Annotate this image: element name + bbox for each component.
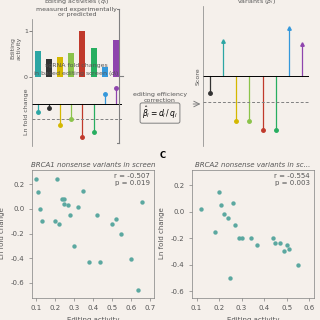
Bar (79, 31, 85, 77)
Point (56, 221, 61, 226)
Point (68, 212, 73, 218)
Point (113, 216, 118, 221)
Point (39, 219, 44, 224)
Y-axis label: Ln fold change: Ln fold change (159, 208, 165, 260)
Point (221, 212, 226, 217)
Point (86, 259, 92, 264)
Point (228, 275, 233, 280)
Point (75, 204, 80, 209)
Point (295, 262, 300, 267)
Point (286, 246, 292, 251)
Point (270, 236, 276, 241)
Bar (46, 59, 52, 77)
Point (232, 222, 237, 228)
Text: C: C (160, 151, 166, 160)
Point (140, 199, 145, 204)
Text: r = -0.554
p = 0.003: r = -0.554 p = 0.003 (274, 173, 310, 187)
Point (136, 288, 141, 293)
Point (98, 259, 103, 264)
Point (62, 196, 67, 202)
Point (60, 196, 65, 202)
Point (33, 177, 38, 182)
Point (109, 221, 114, 226)
Title: BRCA1 nonsense variants in screen: BRCA1 nonsense variants in screen (30, 162, 155, 168)
Point (219, 203, 224, 208)
Point (284, 242, 289, 247)
Point (239, 236, 244, 241)
Bar (91, 48, 97, 77)
Y-axis label: Ln fold change: Ln fold change (0, 208, 5, 260)
Bar (113, 40, 119, 77)
X-axis label: Editing activity: Editing activity (227, 317, 279, 320)
Point (35, 189, 40, 194)
Bar (68, 53, 74, 77)
Bar (35, 52, 41, 77)
Point (226, 216, 231, 221)
Point (216, 189, 221, 195)
Title: BRCA2 nonsense variants in sc...: BRCA2 nonsense variants in sc... (195, 162, 310, 168)
Point (54, 177, 59, 182)
Point (198, 207, 204, 212)
Point (212, 229, 217, 234)
Point (277, 241, 282, 246)
Point (282, 249, 287, 254)
Y-axis label: Editing
activity: Editing activity (10, 36, 21, 60)
Point (237, 236, 242, 241)
Point (255, 242, 260, 247)
Title: Editing activities ($q_i$)
measured experimentally
or predicted: Editing activities ($q_i$) measured expe… (36, 0, 117, 17)
Text: editing efficiency
correction: editing efficiency correction (133, 92, 187, 103)
Text: r = -0.507
p = 0.019: r = -0.507 p = 0.019 (114, 173, 150, 187)
Y-axis label: Score: Score (196, 67, 200, 85)
Point (128, 257, 133, 262)
Point (52, 219, 57, 224)
Y-axis label: Ln fold change: Ln fold change (24, 89, 29, 135)
Text: $\hat{\beta}_i = d_i\,/\,q_i$: $\hat{\beta}_i = d_i\,/\,q_i$ (142, 105, 178, 121)
Point (248, 236, 253, 241)
Point (94, 212, 99, 218)
Bar (57, 58, 63, 77)
Point (62, 202, 67, 207)
Point (37, 206, 42, 212)
Point (71, 243, 76, 248)
Point (66, 203, 71, 208)
Bar (102, 67, 108, 77)
X-axis label: Editing activity: Editing activity (67, 317, 119, 320)
Title: sgRNA fold changes
in based editing screen ($d_i$): sgRNA fold changes in based editing scre… (34, 63, 120, 78)
Point (273, 241, 278, 246)
Title: Corrected scores for
variants ($\beta_i$): Corrected scores for variants ($\beta_i$… (224, 0, 288, 6)
Point (230, 200, 235, 205)
Point (119, 231, 124, 236)
Point (81, 188, 86, 193)
